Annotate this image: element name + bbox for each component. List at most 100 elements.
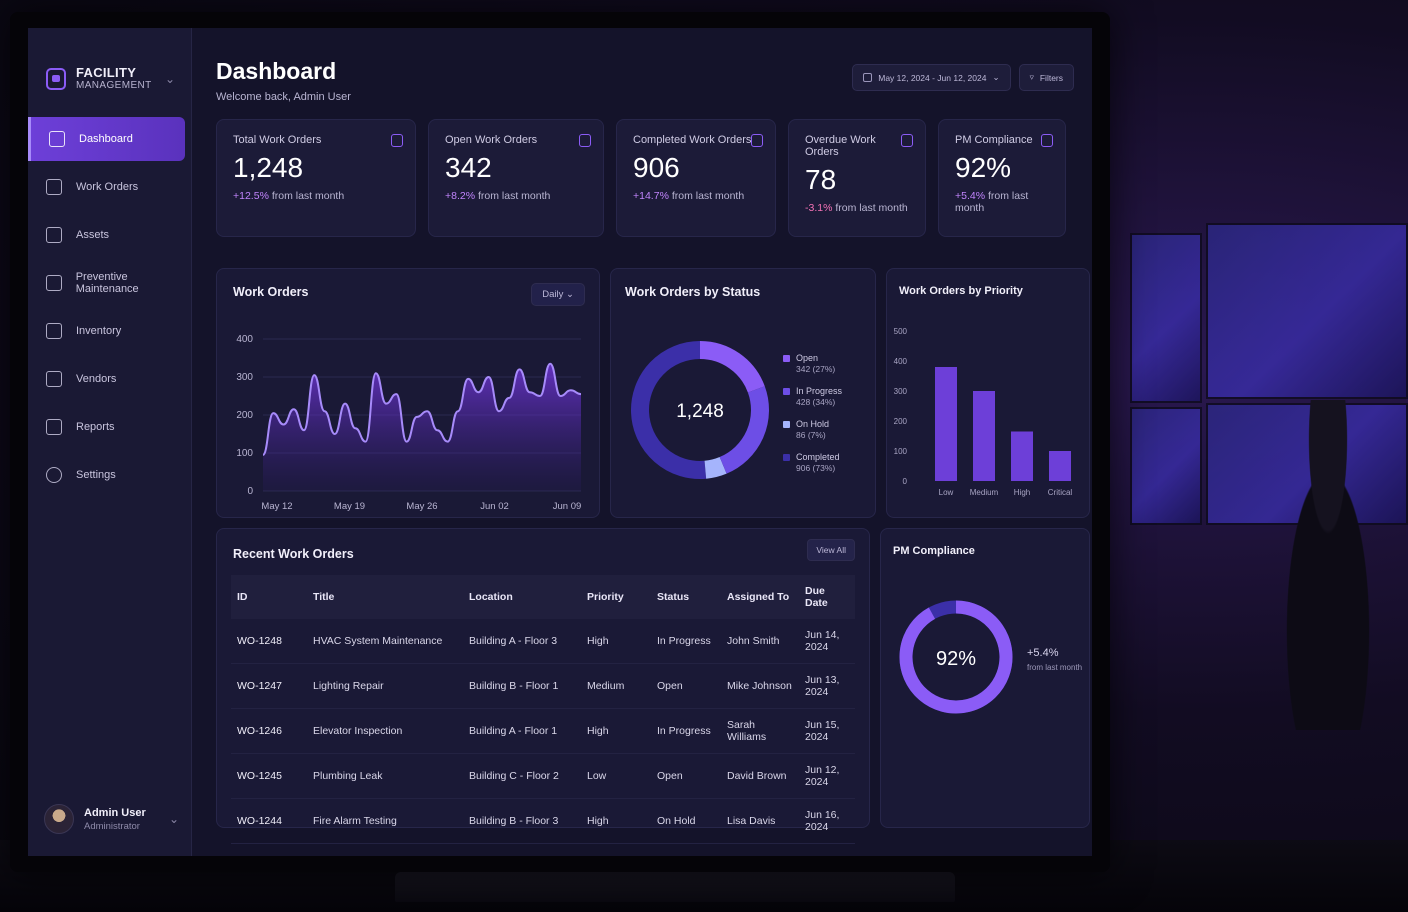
sidebar-item-label: Preventive Maintenance <box>75 271 139 296</box>
user-menu[interactable]: Admin User Administrator ⌄ <box>44 804 179 834</box>
cell-id: WO-1248 <box>231 619 307 664</box>
granularity-select[interactable]: Daily ⌄ <box>531 283 585 306</box>
cell-id: WO-1244 <box>231 798 307 844</box>
column-header[interactable]: Title <box>307 575 463 619</box>
gear-icon <box>46 467 62 484</box>
pm-compliance-ring: 92% <box>899 600 1013 714</box>
cell-status: In Progress <box>651 619 721 664</box>
cell-id: WO-1246 <box>231 708 307 754</box>
y-tick-label: 400 <box>894 357 908 366</box>
panel-title: PM Compliance <box>893 545 975 557</box>
cell-location: Building B - Floor 1 <box>463 663 581 709</box>
y-tick-label: 200 <box>894 417 908 426</box>
filter-icon: ▿ <box>1029 72 1034 82</box>
cell-title: Fire Alarm Testing <box>307 798 463 844</box>
view-all-button[interactable]: View All <box>807 539 855 561</box>
donut-slice-open <box>699 341 765 393</box>
kpi-label: Total Work Orders <box>233 134 322 146</box>
cell-priority: High <box>581 798 651 844</box>
kpi-value: 906 <box>633 152 680 183</box>
sidebar-item-vendors[interactable]: Vendors <box>28 357 191 401</box>
bar-medium <box>973 391 995 481</box>
background-person <box>1268 400 1388 730</box>
sidebar-item-label: Settings <box>76 469 116 482</box>
cell-priority: Low <box>581 753 651 799</box>
status-donut-chart: 1,248 <box>631 341 769 479</box>
overdue-icon <box>901 134 913 147</box>
sidebar-item-preventive-maintenance[interactable]: Preventive Maintenance <box>28 261 191 305</box>
table-row[interactable]: WO-1244 Fire Alarm Testing Building B - Fl… <box>231 798 855 844</box>
kpi-card-open[interactable]: Open Work Orders 342 +8.2% from last mon… <box>428 119 604 237</box>
priority-bar-chart: 0 100 200 300 400 500 Low Medium High Critical <box>894 327 1073 497</box>
cell-location: Building C - Floor 2 <box>463 753 581 799</box>
y-tick-label: 0 <box>247 486 253 497</box>
table-row[interactable]: WO-1245 Plumbing Leak Building C - Floor 2… <box>231 753 855 799</box>
open-orders-icon <box>579 134 591 147</box>
filters-button[interactable]: ▿ Filters <box>1018 64 1074 91</box>
status-legend: Open 342 (27%) In Progress 428 (34%) On Ho… <box>783 353 873 485</box>
kpi-card-pm-compliance[interactable]: PM Compliance 92% +5.4% from last month <box>938 119 1066 237</box>
date-range-picker[interactable]: May 12, 2024 - Jun 12, 2024 ⌄ <box>852 64 1011 91</box>
y-tick-label: 400 <box>236 334 253 345</box>
y-tick-label: 0 <box>903 477 908 486</box>
table-row[interactable]: WO-1246 Elevator Inspection Building A - F… <box>231 708 855 754</box>
cell-status: Open <box>651 753 721 799</box>
dashboard-screen: FACILITY MANAGEMENT ⌄ Dashboard Work Ord… <box>28 28 1092 856</box>
column-header[interactable]: Assigned To <box>721 575 799 619</box>
sidebar-item-work-orders[interactable]: Work Orders <box>28 165 191 209</box>
kpi-delta: +8.2% from last month <box>445 190 551 202</box>
column-header[interactable]: ID <box>231 575 307 619</box>
kpi-delta: +5.4% from last month <box>955 190 1029 214</box>
pm-delta-value: +5.4% <box>1027 647 1059 659</box>
kpi-card-completed[interactable]: Completed Work Orders 906 +14.7% from la… <box>616 119 776 237</box>
area-fill <box>263 363 581 491</box>
chevron-down-icon[interactable]: ⌄ <box>164 71 175 86</box>
recent-work-orders-panel: Recent Work Orders View All ID Title Loc… <box>216 528 870 844</box>
kpi-value: 342 <box>445 152 492 183</box>
cell-due-date: Jun 13, 2024 <box>799 663 855 709</box>
cell-title: Elevator Inspection <box>307 708 463 754</box>
table-row[interactable]: WO-1248 HVAC System Maintenance Building A… <box>231 619 855 664</box>
column-header[interactable]: Due Date <box>799 575 855 619</box>
sidebar-item-label: Inventory <box>76 325 122 338</box>
cell-assignee: John Smith <box>721 619 799 664</box>
legend-item: On Hold 86 (7%) <box>783 419 873 440</box>
sidebar-item-settings[interactable]: Settings <box>28 453 191 497</box>
sidebar-item-label: Assets <box>76 229 110 242</box>
pm-compliance-panel: PM Compliance 92% +5.4% from last month <box>880 528 1090 828</box>
donut-slice-completed <box>631 341 707 479</box>
filters-label: Filters <box>1039 72 1063 83</box>
column-header[interactable]: Priority <box>581 575 651 619</box>
panel-title: Recent Work Orders <box>233 547 354 561</box>
pm-delta-text: from last month <box>1027 663 1083 672</box>
kpi-card-total[interactable]: Total Work Orders 1,248 +12.5% from last… <box>216 119 416 237</box>
sidebar-item-assets[interactable]: Assets <box>28 213 191 257</box>
kpi-card-overdue[interactable]: Overdue Work Orders 78 -3.1% from last m… <box>788 119 926 237</box>
x-tick-label: Low <box>939 488 954 497</box>
pm-delta: +5.4% from last month <box>1027 647 1082 672</box>
sidebar-item-label: Vendors <box>76 373 117 386</box>
column-header[interactable]: Status <box>651 575 721 619</box>
x-tick-label: Jun 09 <box>553 501 582 512</box>
sidebar-item-reports[interactable]: Reports <box>28 405 191 449</box>
kpi-value: 78 <box>805 164 837 195</box>
chevron-down-icon[interactable]: ⌄ <box>168 812 179 826</box>
panel-title: Work Orders by Priority <box>899 285 1023 297</box>
compliance-icon <box>1041 134 1053 147</box>
cell-id: WO-1247 <box>231 663 307 709</box>
kpi-label: Overdue Work Orders <box>805 134 876 158</box>
y-tick-label: 200 <box>236 410 253 421</box>
brand-logo-icon <box>46 67 66 90</box>
x-tick-label: May 12 <box>261 501 292 512</box>
cell-priority: High <box>581 708 651 754</box>
x-tick-label: Critical <box>1048 488 1073 497</box>
legend-item: In Progress 428 (34%) <box>783 386 873 407</box>
table-row[interactable]: WO-1247 Lighting Repair Building B - Floor… <box>231 663 855 709</box>
sidebar-item-inventory[interactable]: Inventory <box>28 309 191 353</box>
x-tick-label: Medium <box>970 488 999 497</box>
reports-icon <box>46 419 62 436</box>
sidebar-item-dashboard[interactable]: Dashboard <box>28 117 185 162</box>
column-header[interactable]: Location <box>463 575 581 619</box>
donut-center-value: 1,248 <box>676 401 724 422</box>
monitor: FACILITY MANAGEMENT ⌄ Dashboard Work Ord… <box>10 12 1110 872</box>
